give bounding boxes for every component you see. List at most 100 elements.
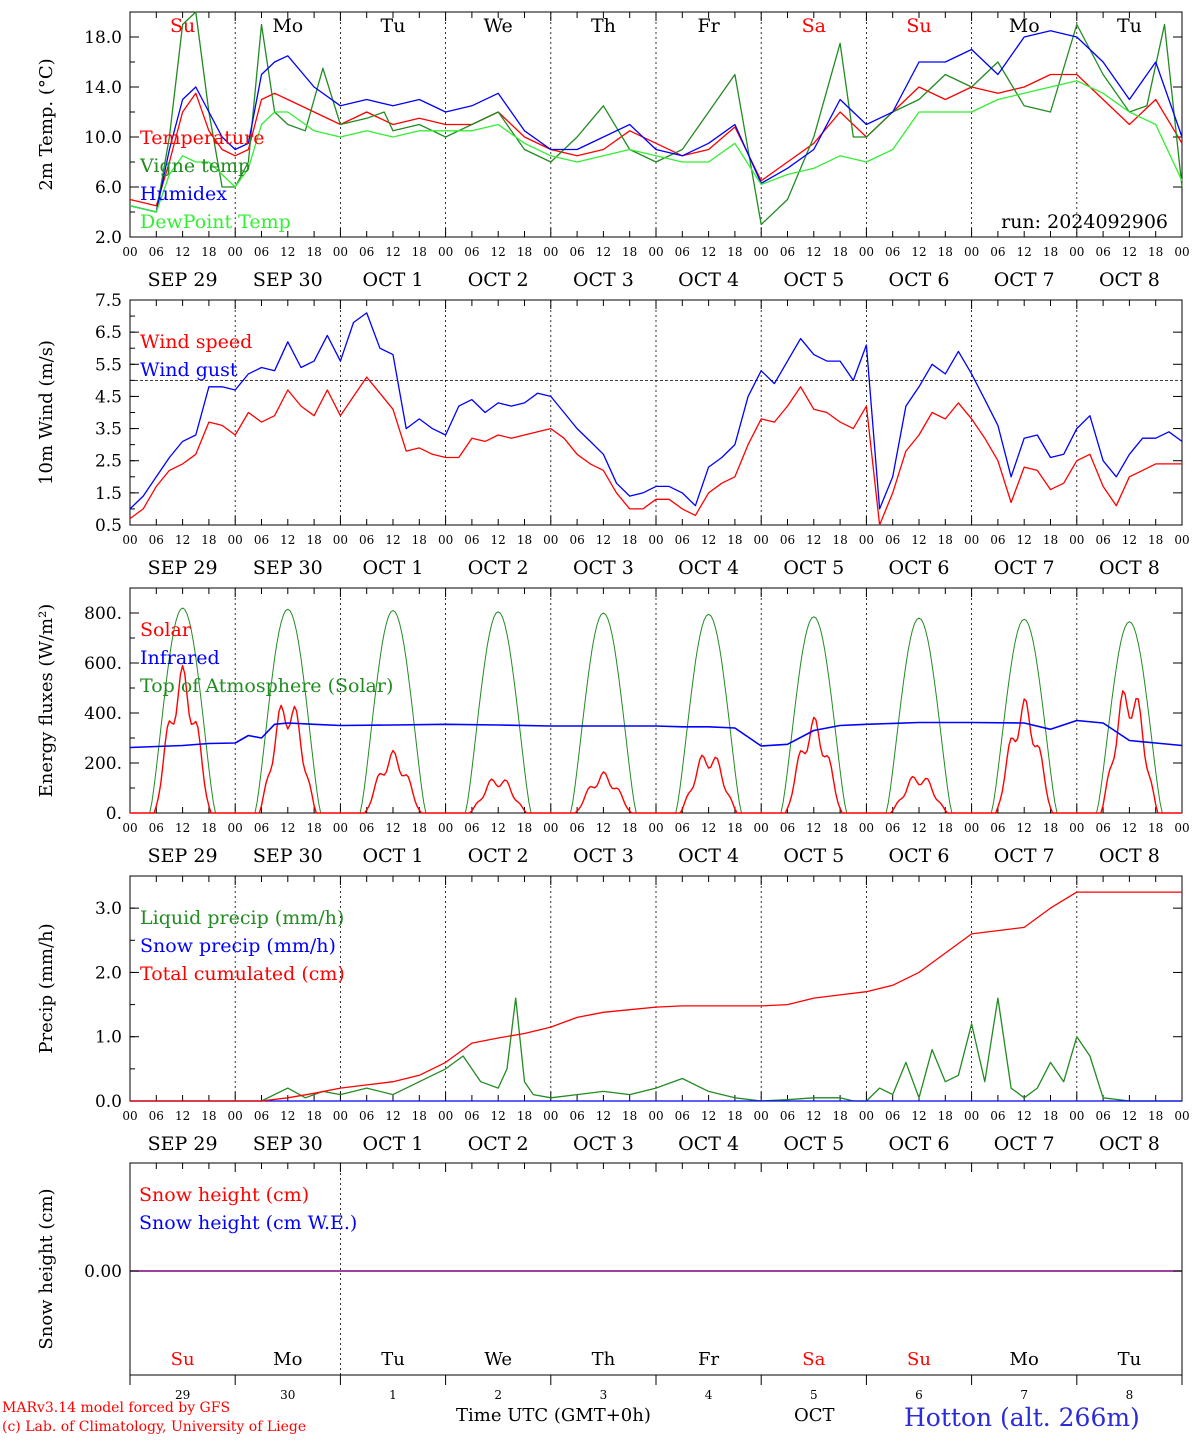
hour-label: 00 [754,1109,769,1123]
y-tick-label: 1.0 [95,1028,122,1048]
hour-label: 18 [201,533,216,547]
month-label: OCT [794,1405,835,1426]
y-tick-label: 0.0 [95,1092,122,1112]
hour-label: 06 [1095,533,1110,547]
hour-label: 00 [228,821,243,835]
hour-label: 18 [412,533,427,547]
hour-label: 06 [675,1109,690,1123]
hour-label: 00 [964,1109,979,1123]
time-axis-label: Time UTC (GMT+0h) [456,1405,651,1426]
y-tick-label: 10.0 [84,128,122,148]
y-axis-label: Precip (mm/h) [36,923,57,1053]
hour-label: 18 [1148,245,1163,259]
hour-label: 12 [596,1109,611,1123]
hour-label: 06 [149,533,164,547]
hour-label: 12 [806,533,821,547]
day-number: 29 [175,1388,190,1402]
day-number: 30 [280,1388,295,1402]
hour-label: 18 [412,245,427,259]
y-tick-label: 2.0 [95,963,122,983]
plot-lines [129,11,1183,226]
legend-entry: Temperature [140,127,264,149]
hour-label: 00 [122,1109,137,1123]
hour-label: 12 [806,245,821,259]
hour-label: 00 [859,821,874,835]
hour-label: 06 [990,1109,1005,1123]
hour-label: 00 [859,1109,874,1123]
hour-label: 00 [543,1109,558,1123]
hour-label: 18 [306,1109,321,1123]
hour-label: 12 [1122,821,1137,835]
hour-label: 12 [701,821,716,835]
series-infrared [129,719,1183,749]
y-tick-label: 2.0 [95,228,122,248]
date-label: SEP 30 [253,269,323,291]
legend-entry: Snow height (cm W.E.) [139,1212,357,1234]
series-humidex [129,30,1183,213]
hour-label: 18 [1148,1109,1163,1123]
legend-entry: Wind speed [140,331,252,353]
date-label: OCT 1 [363,1133,424,1155]
y-tick-label: 18.0 [84,28,122,48]
legend-entry: Vigne temp [139,155,250,177]
hour-label: 12 [385,821,400,835]
hour-label: 18 [622,245,637,259]
hour-label: 06 [1095,1109,1110,1123]
hour-label: 06 [885,821,900,835]
hour-label: 00 [1069,821,1084,835]
y-tick-label: 6.0 [95,178,122,198]
hour-label: 18 [412,1109,427,1123]
hour-label: 00 [228,1109,243,1123]
date-label: OCT 2 [468,1133,529,1155]
day-number: 7 [1020,1388,1028,1402]
hour-label: 12 [280,1109,295,1123]
date-label: OCT 4 [678,557,739,579]
hour-label: 18 [832,1109,847,1123]
hour-label: 18 [727,533,742,547]
day-name: Fr [698,1349,719,1370]
panel-precip: 0.0 1.0 2.0 3.0 Precip (mm/h) 00 06 12 18 SEP 29 0… [36,875,1190,1155]
hour-label: 00 [333,245,348,259]
hour-label: 06 [885,533,900,547]
hour-label: 00 [1069,1109,1084,1123]
hour-label: 00 [438,1109,453,1123]
hour-label: 00 [543,821,558,835]
day-number: 2 [494,1388,502,1402]
hour-label: 06 [254,821,269,835]
hour-label: 12 [491,1109,506,1123]
hour-label: 18 [1043,1109,1058,1123]
hour-label: 00 [648,1109,663,1123]
y-tick-label: 0.5 [95,516,122,536]
legend-entry: Wind gust [140,359,238,381]
hour-label: 06 [675,533,690,547]
day-name: Sa [802,1349,825,1370]
hour-label: 18 [412,821,427,835]
y-tick-label: 2.5 [95,452,122,472]
date-label: OCT 3 [573,845,634,867]
date-label: SEP 30 [253,845,323,867]
y-axis-label: 2m Temp. (°C) [36,58,57,190]
hour-label: 18 [306,821,321,835]
hour-label: 06 [990,533,1005,547]
y-tick-label: 200. [84,754,122,774]
hour-label: 00 [333,533,348,547]
day-name: Sa [802,15,826,37]
date-label: OCT 7 [994,557,1055,579]
hour-label: 06 [149,1109,164,1123]
date-label: OCT 8 [1099,557,1160,579]
y-tick-label: 3.0 [95,899,122,919]
day-name: Mo [272,15,303,37]
hour-label: 18 [1043,821,1058,835]
hour-label: 00 [1174,821,1189,835]
date-label: OCT 4 [678,1133,739,1155]
hour-label: 06 [675,821,690,835]
hour-label: 06 [464,245,479,259]
hour-label: 12 [1122,533,1137,547]
date-label: OCT 8 [1099,1133,1160,1155]
hour-label: 06 [359,821,374,835]
hour-label: 06 [569,245,584,259]
hour-label: 12 [701,245,716,259]
hour-label: 18 [727,245,742,259]
hour-label: 12 [385,533,400,547]
hour-label: 18 [832,821,847,835]
